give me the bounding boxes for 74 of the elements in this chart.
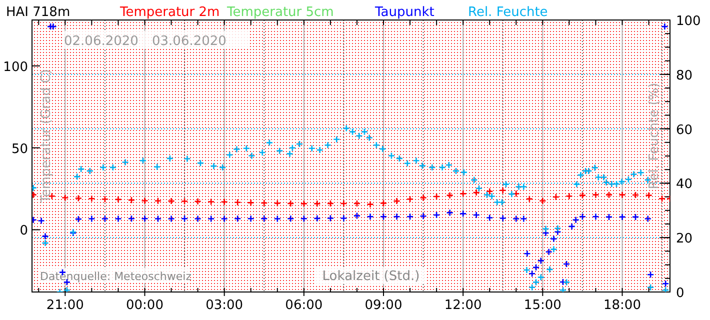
annotation: Datenquelle: Meteoschweiz: [40, 270, 192, 283]
point: [578, 192, 586, 199]
point: [526, 195, 534, 203]
point: [74, 194, 82, 202]
x-tick-label: 09:00: [364, 298, 402, 313]
point: [260, 199, 268, 207]
point: [141, 197, 148, 204]
chart-title: HAI 718m: [6, 5, 70, 20]
annotation: 03.06.2020: [152, 34, 226, 49]
text: Temperatur 2m: [119, 5, 220, 20]
y2-axis-title: Rel. Feuchte (%): [647, 82, 662, 190]
point: [432, 192, 440, 200]
y2-tick-label: 0: [676, 286, 684, 301]
y2-tick-label: 60: [676, 122, 693, 138]
y-axis-title: Temperatur (Grad C): [39, 69, 54, 204]
point: [114, 196, 122, 204]
point: [632, 191, 640, 199]
point: [645, 192, 652, 199]
point: [88, 194, 96, 202]
x-axis-title: Lokalzeit (Std.): [322, 269, 420, 284]
text: Taupunkt: [374, 5, 434, 20]
y2-tick-label: 20: [676, 232, 693, 247]
point: [552, 193, 560, 201]
point: [101, 195, 109, 203]
text: Rel. Feuchte: [468, 5, 548, 20]
point: [486, 188, 494, 196]
point: [220, 198, 228, 206]
point: [366, 200, 374, 208]
point: [128, 196, 136, 204]
point: [618, 191, 626, 198]
point: [326, 200, 334, 208]
point: [274, 200, 282, 207]
point: [194, 198, 202, 206]
point: [446, 192, 454, 199]
point: [180, 198, 188, 205]
point: [539, 197, 546, 205]
point: [459, 190, 467, 198]
point: [340, 200, 348, 208]
point: [566, 192, 573, 200]
x-tick-label: 18:00: [604, 298, 641, 313]
point: [420, 194, 427, 202]
y-tick-label: 0: [20, 224, 28, 239]
y-tick-label: 50: [11, 142, 28, 157]
point: [472, 188, 480, 196]
y2-tick-label: 100: [676, 14, 701, 29]
y2-tick-label: 40: [676, 177, 693, 192]
point: [605, 191, 613, 198]
annotation: 02.06.2020: [64, 34, 138, 49]
x-tick-label: 06:00: [285, 298, 323, 313]
point: [234, 198, 242, 206]
legend-label: Temperatur 5cm: [226, 5, 334, 20]
point: [62, 194, 69, 202]
point: [287, 200, 294, 208]
point: [512, 190, 520, 198]
x-tick-label: 03:00: [206, 298, 244, 313]
x-tick-label: 00:00: [126, 298, 164, 313]
point: [207, 198, 215, 206]
x-tick-label: 21:00: [46, 298, 84, 313]
point: [314, 200, 321, 208]
x-tick-label: 12:00: [444, 298, 482, 313]
point: [154, 197, 162, 205]
point: [300, 200, 308, 208]
y2-tick-label: 80: [676, 68, 693, 84]
point: [406, 195, 414, 203]
point: [353, 200, 361, 208]
point: [247, 199, 255, 206]
point: [592, 191, 600, 198]
point: [658, 194, 666, 202]
y-tick-label: 100: [3, 60, 28, 75]
point: [499, 186, 507, 194]
x-tick-label: 15:00: [524, 298, 562, 313]
point: [380, 200, 388, 207]
point: [168, 197, 175, 205]
point: [393, 197, 400, 205]
